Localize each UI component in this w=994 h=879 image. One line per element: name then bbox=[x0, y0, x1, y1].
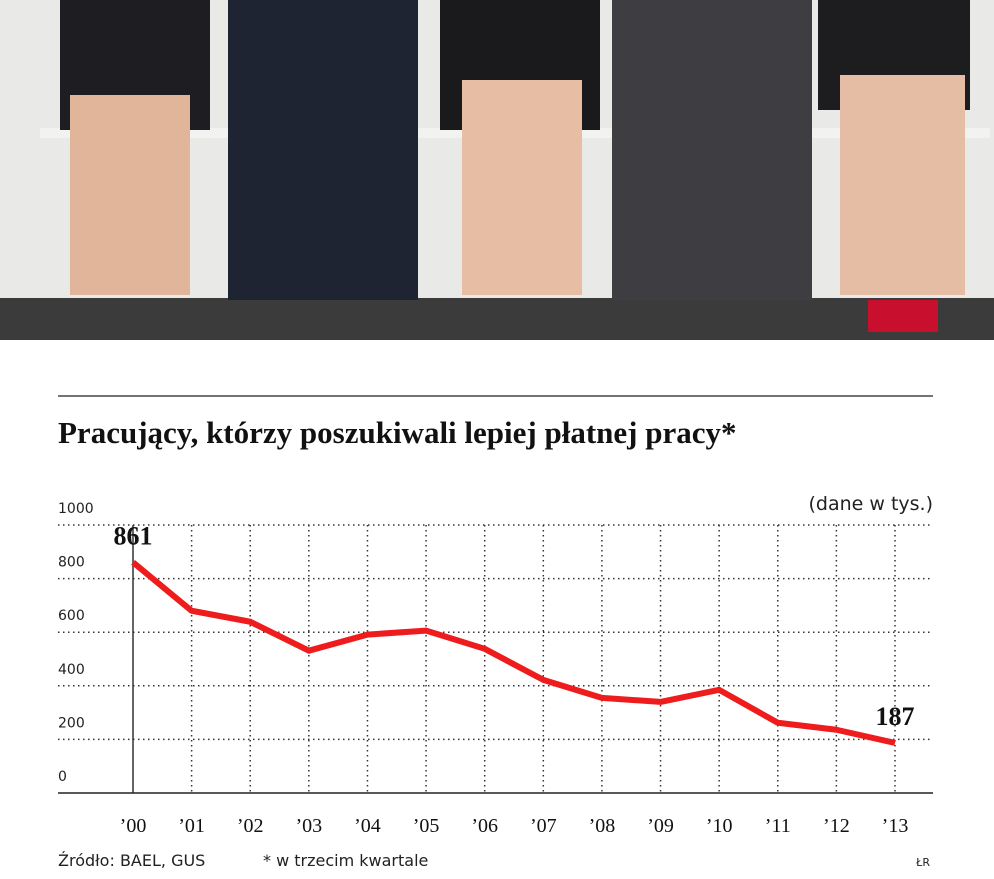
source: Źródło: BAEL, GUS bbox=[58, 851, 205, 870]
x-tick-label: ’02 bbox=[237, 815, 264, 837]
y-tick-label: 600 bbox=[58, 608, 85, 624]
data-label: 187 bbox=[876, 702, 915, 731]
x-tick-label: ’01 bbox=[178, 815, 205, 837]
x-tick-label: ’06 bbox=[471, 815, 498, 837]
x-tick-label: ’04 bbox=[354, 815, 381, 837]
x-tick-label: ’05 bbox=[413, 815, 440, 837]
y-tick-label: 800 bbox=[58, 555, 85, 571]
footnote: * w trzecim kwartale bbox=[263, 851, 428, 870]
y-tick-label: 200 bbox=[58, 715, 85, 731]
x-tick-label: ’09 bbox=[647, 815, 674, 837]
x-tick-label: ’08 bbox=[589, 815, 616, 837]
credit: ŁR bbox=[915, 856, 930, 869]
x-tick-label: ’13 bbox=[882, 815, 909, 837]
x-tick-label: ’07 bbox=[530, 815, 557, 837]
x-tick-label: ’12 bbox=[823, 815, 850, 837]
data-line bbox=[131, 559, 896, 746]
y-tick-label: 0 bbox=[58, 769, 67, 785]
y-tick-label: 400 bbox=[58, 662, 85, 678]
data-label: 861 bbox=[114, 521, 153, 550]
unit-note: (dane w tys.) bbox=[808, 493, 933, 515]
x-tick-label: ’00 bbox=[120, 815, 147, 837]
x-tick-label: ’11 bbox=[765, 815, 791, 837]
y-tick-label: 1000 bbox=[58, 501, 94, 517]
x-tick-label: ’10 bbox=[706, 815, 733, 837]
chart-title: Pracujący, którzy poszukiwali lepiej pła… bbox=[58, 415, 737, 450]
x-tick-label: ’03 bbox=[296, 815, 323, 837]
photo bbox=[0, 0, 994, 340]
